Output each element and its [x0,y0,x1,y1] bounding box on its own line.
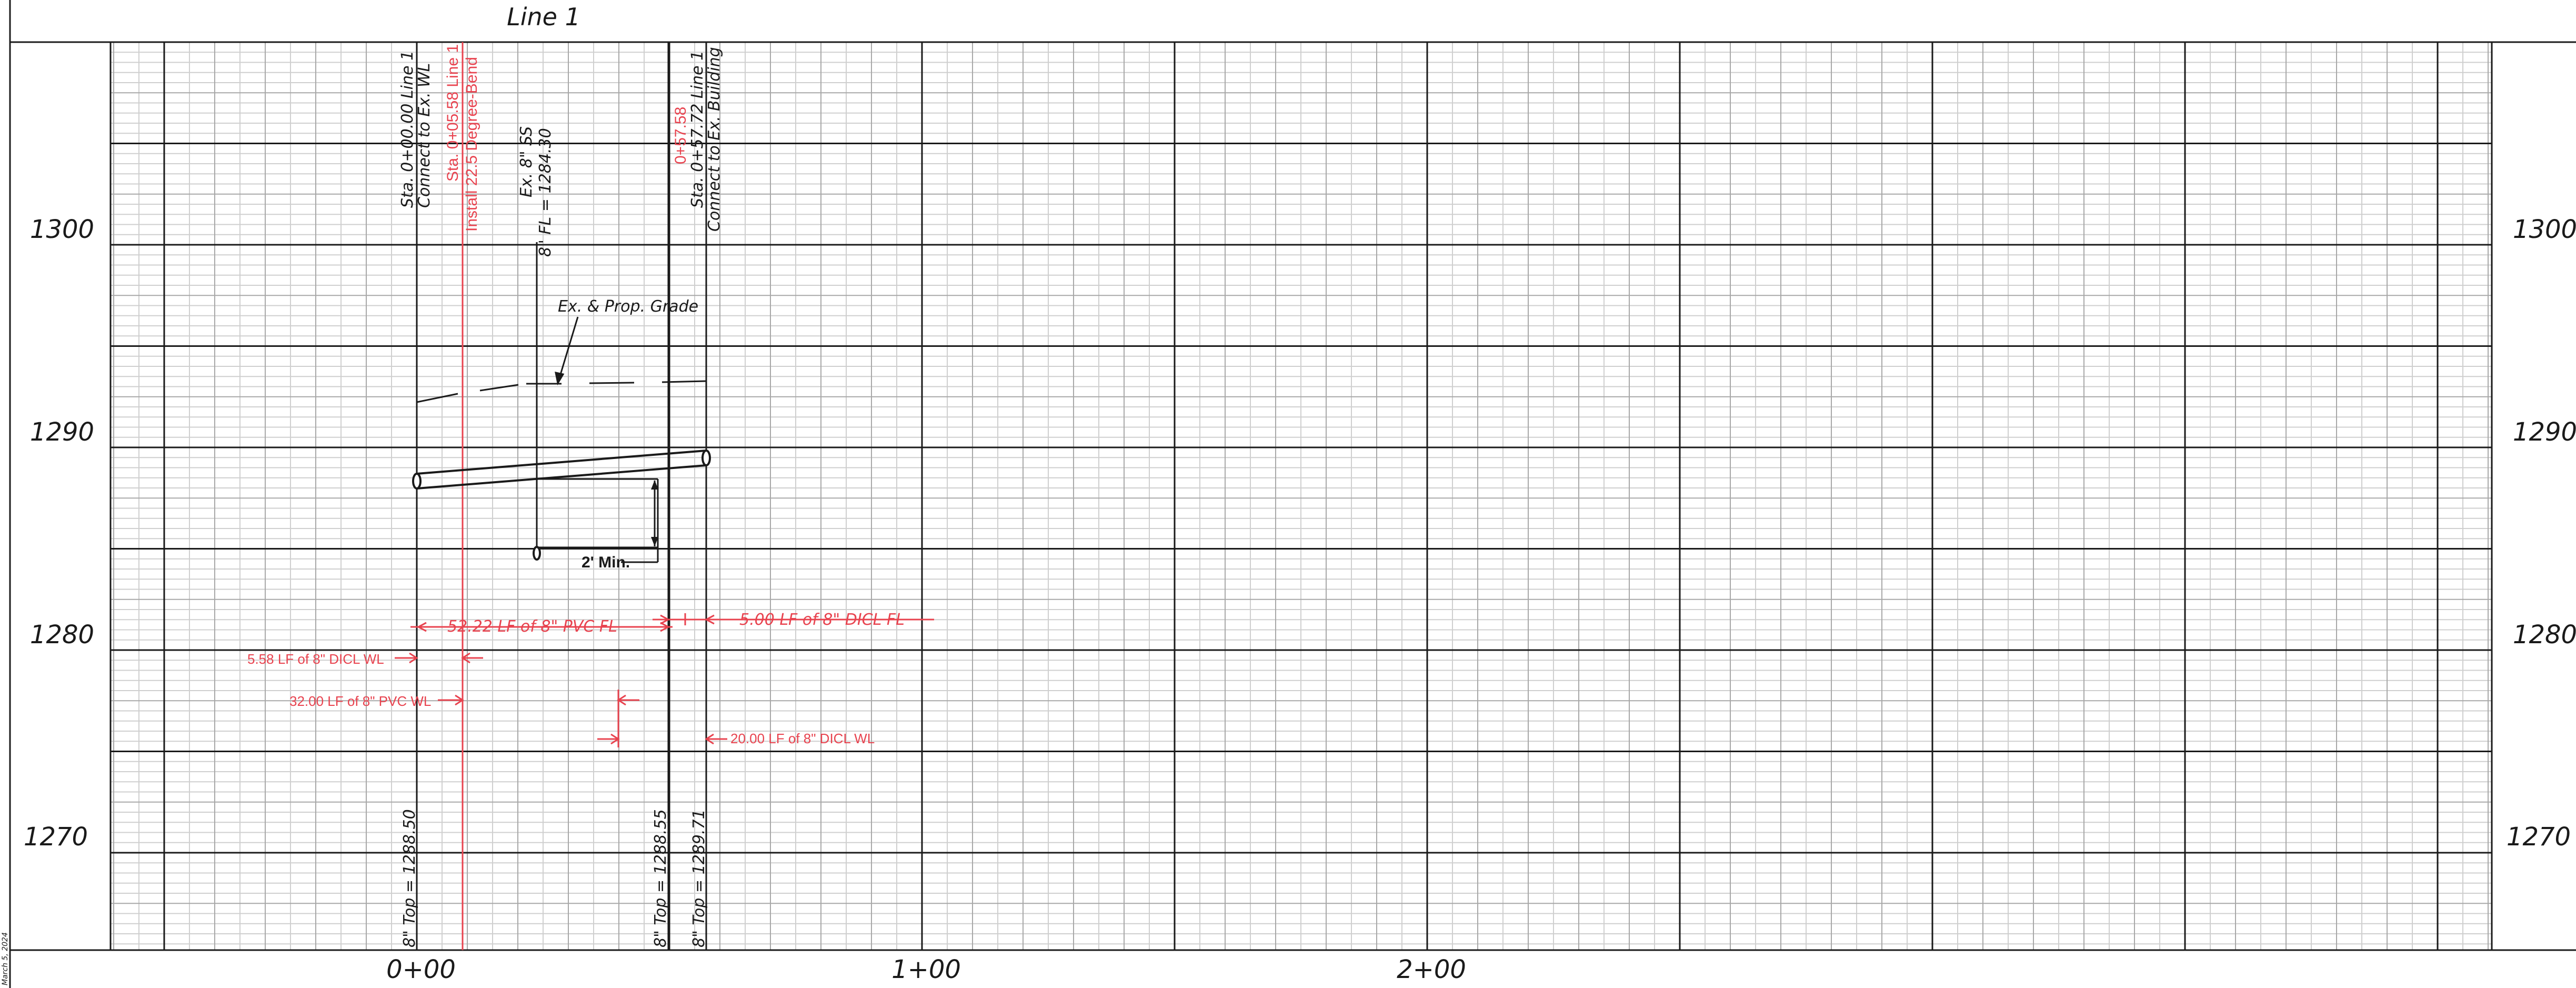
dicl-wl-1-arrows [395,652,483,664]
date-stamp: March 5, 2024 [1,932,9,985]
clearance-dimension [537,478,659,563]
callout-ss-b: 8" FL = 1284.30 [536,128,555,257]
callout-ss-a: Ex. 8" SS [517,126,536,197]
dicl-wl-2-arrows [597,733,727,745]
elevation-label-1300-right: 1300 [2513,215,2576,244]
station-label-0: 0+00 [386,955,456,984]
station-axis: 0+00 1+00 2+00 [386,955,1466,984]
callout-bend-b: Install 22.5 Degree-Bend [463,57,480,232]
station-lines [416,42,707,950]
callout-end-red: 0+57.58 [672,107,689,164]
min-cover-label: 2' Min. [582,554,630,571]
minor-grid [111,42,2492,950]
grade-leader [555,316,579,386]
pvc-fl-label: 52.22 LF of 8" PVC FL [447,617,617,636]
pvc-wl-label: 32.00 LF of 8" PVC WL [289,693,431,709]
water-line-pipe [412,450,711,490]
elevation-axis-right: 1300 1290 1280 1270 [2507,215,2576,852]
dicl-fl-label: 5.00 LF of 8" DICL FL [739,611,905,629]
sheet-frame [9,0,2576,988]
sewer-pipe [533,546,541,561]
pvc-wl-arrows [438,690,639,747]
elevation-label-1280-right: 1280 [2513,620,2576,650]
dicl-wl-1-label: 5.58 LF of 8" DICL WL [247,651,384,667]
callout-sta-start-a: Sta. 0+00.00 Line 1 [398,51,417,208]
clearance-arrow-bottom [651,537,658,546]
callout-end-a: Sta. 0+57.72 Line 1 [688,51,707,208]
mid-grid [111,42,2492,950]
elevation-label-1270-left: 1270 [24,822,88,852]
grade-label: Ex. & Prop. Grade [558,297,698,316]
elevation-label-1280-left: 1280 [30,620,94,650]
elevation-label-1290-right: 1290 [2513,417,2576,447]
elevation-axis-left: 1300 1290 1280 1270 [24,215,94,852]
pvc-fl-dimension [410,622,673,632]
callout-bend-a: Sta. 0+05.58 Line 1 [444,44,462,182]
elevation-label-1270-right: 1270 [2507,822,2571,852]
station-label-1: 1+00 [891,955,961,984]
top-elev-2: 8" Top = 1288.55 [651,809,670,947]
profile-title: Line 1 [507,3,580,31]
callout-end-b: Connect to Ex. Building [705,47,724,232]
major-grid [111,41,2492,950]
clearance-arrow-top [651,480,658,490]
elevation-label-1300-left: 1300 [30,215,94,244]
elevation-label-1290-left: 1290 [30,417,94,447]
dicl-wl-2-label: 20.00 LF of 8" DICL WL [730,731,875,746]
station-label-2: 2+00 [1397,955,1466,984]
grade-line [416,380,707,403]
callout-sta-start-b: Connect to Ex. WL [415,63,434,208]
top-elev-3: 8" Top = 1289.71 [690,809,708,947]
top-elev-1: 8" Top = 1288.50 [400,809,419,947]
dicl-fl-dimension [653,613,934,625]
